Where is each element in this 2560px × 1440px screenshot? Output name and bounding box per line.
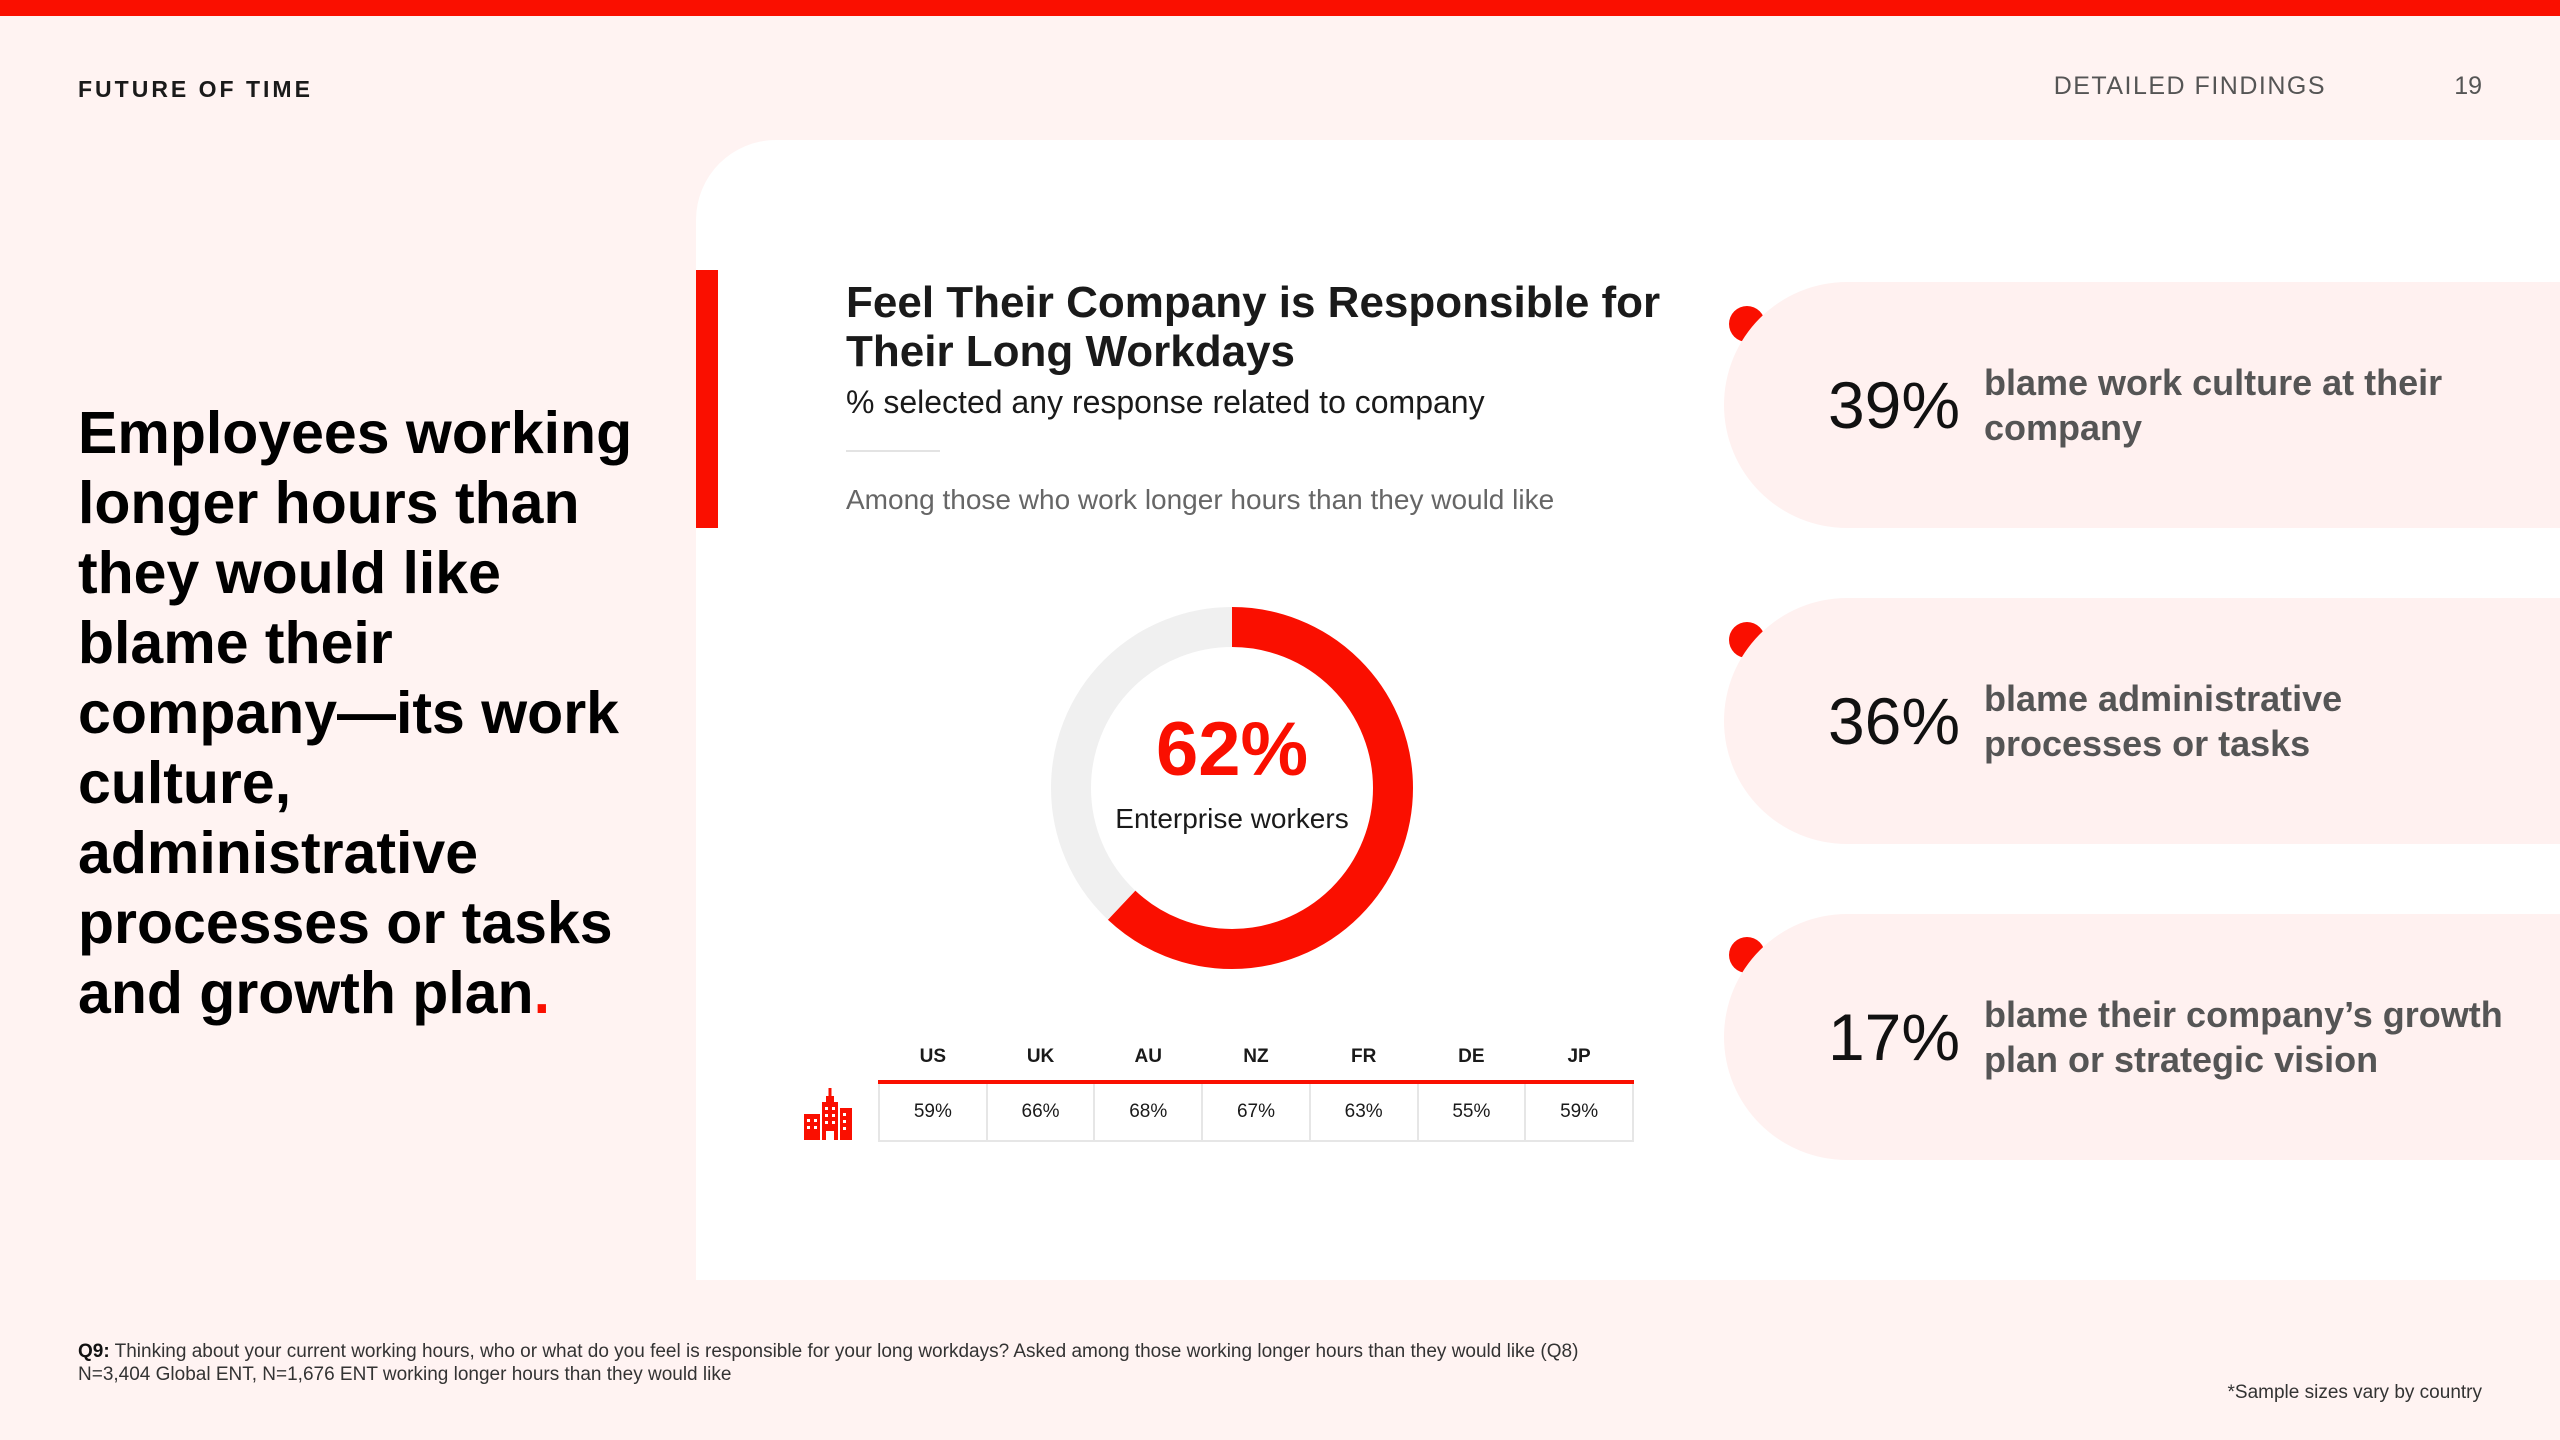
top-accent-bar — [0, 0, 2560, 16]
headline-text: Employees working longer hours than they… — [78, 400, 633, 1026]
country-value: 66% — [985, 1082, 1096, 1142]
page-number: 19 — [2454, 72, 2482, 100]
stat-percent: 17% — [1827, 1000, 1961, 1074]
country-header: NZ — [1202, 1034, 1310, 1084]
country-header: FR — [1309, 1034, 1418, 1084]
chart-title: Feel Their Company is Responsible for Th… — [846, 278, 1661, 376]
country-header: AU — [1094, 1034, 1203, 1084]
stat-text: blame work culture at their company — [1984, 362, 2443, 448]
country-header: US — [879, 1034, 987, 1084]
country-header: DE — [1417, 1034, 1526, 1084]
headline-period: . — [533, 960, 550, 1026]
question-text: Thinking about your current working hour… — [114, 1341, 1579, 1362]
donut-center-value: 62% — [1155, 707, 1309, 792]
country-value: 59% — [1524, 1082, 1634, 1142]
question-label: Q9: — [78, 1341, 110, 1362]
stat-card-work-culture: 39% blame work culture at their company — [1724, 282, 2560, 528]
country-header-row: US UK AU NZ FR DE JP — [879, 1034, 1633, 1084]
sample-size-line: N=3,404 Global ENT, N=1,676 ENT working … — [78, 1364, 732, 1385]
divider — [846, 450, 940, 452]
stat-percent: 39% — [1827, 368, 1961, 442]
stat-text: blame administrative processes or tasks — [1984, 678, 2343, 764]
section-label: DETAILED FINDINGS — [2053, 72, 2326, 100]
country-value: 63% — [1308, 1082, 1419, 1142]
donut-svg — [1051, 607, 1413, 969]
donut-chart: 62% Enterprise workers — [1048, 604, 1416, 972]
stat-percent: 36% — [1827, 684, 1961, 758]
country-value: 59% — [878, 1082, 988, 1142]
donut-center-label: Enterprise workers — [1115, 803, 1349, 834]
country-header: UK — [986, 1034, 1095, 1084]
report-brand: FUTURE OF TIME — [78, 76, 313, 102]
headline: Employees working longer hours than they… — [78, 398, 638, 1028]
donut-segment-other — [1051, 607, 1413, 969]
chart-subtitle: % selected any response related to compa… — [846, 384, 1485, 420]
country-table: US UK AU NZ FR DE JP 59% 66% 68% 67% 63%… — [878, 1034, 1634, 1142]
stat-card-admin-processes: 36% blame administrative processes or ta… — [1724, 598, 2560, 844]
country-header: JP — [1525, 1034, 1633, 1084]
country-value: 68% — [1093, 1082, 1204, 1142]
sample-size-note: *Sample sizes vary by country — [2227, 1382, 2483, 1403]
accent-bar — [696, 270, 718, 528]
stat-text: blame their company’s growth plan or str… — [1984, 994, 2503, 1080]
country-value: 55% — [1416, 1082, 1527, 1142]
building-icon — [804, 1088, 852, 1140]
country-value-row: 59% 66% 68% 67% 63% 55% 59% — [878, 1082, 1634, 1142]
footnote-question: Q9: Thinking about your current working … — [78, 1340, 1778, 1386]
country-value: 67% — [1201, 1082, 1311, 1142]
stat-card-growth-plan: 17% blame their company’s growth plan or… — [1724, 914, 2560, 1160]
chart-note: Among those who work longer hours than t… — [846, 484, 1555, 515]
